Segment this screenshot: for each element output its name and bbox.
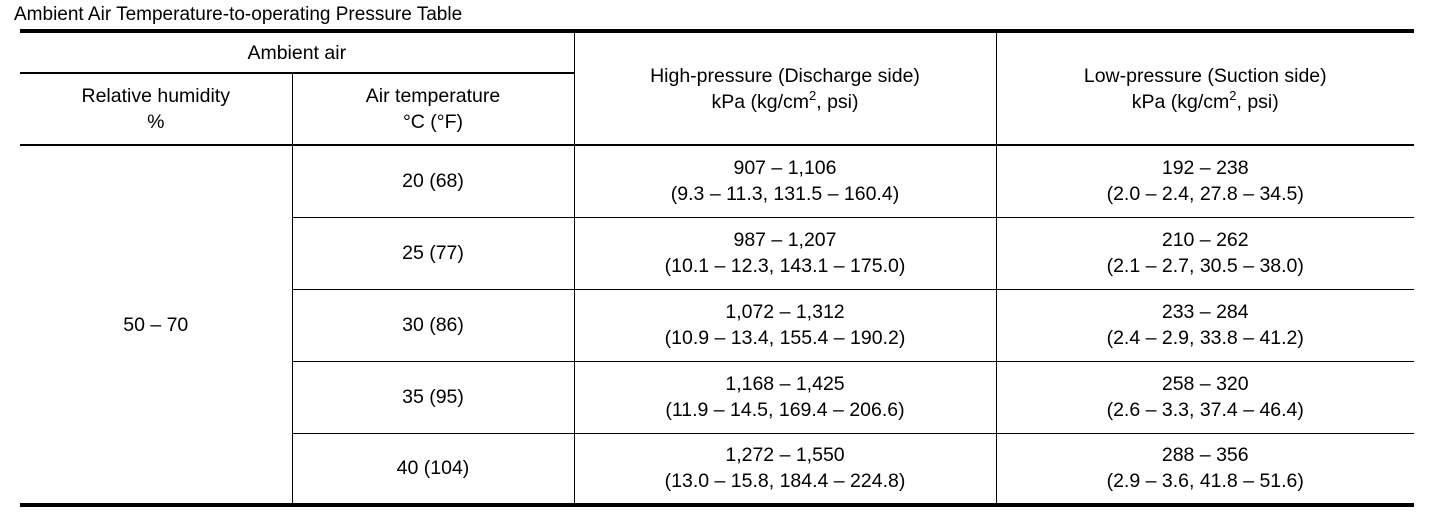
temperature-cell: 40 (104) xyxy=(291,432,574,507)
low-pressure-cell: 258 – 320 (2.6 – 3.3, 37.4 – 46.4) xyxy=(995,360,1414,433)
low-pressure-cell: 192 – 238 (2.0 – 2.4, 27.8 – 34.5) xyxy=(995,145,1414,217)
table-body: Ambient air High-pressure (Discharge sid… xyxy=(20,29,1414,507)
header-text: Ambient air xyxy=(247,41,347,64)
header-text: Low-pressure (Suction side) xyxy=(1083,64,1327,87)
header-cell: High-pressure (Discharge side) kPa (kg/c… xyxy=(573,29,996,146)
data-row: 40 (104) 1,272 – 1,550 (13.0 – 15.8, 184.4… xyxy=(20,432,1414,507)
header-cell: Low-pressure (Suction side) kPa (kg/cm2,… xyxy=(995,29,1415,146)
high-pressure-cell: 1,272 – 1,550 (13.0 – 15.8, 184.4 – 224.8… xyxy=(573,432,996,507)
data-row: 25 (77) 987 – 1,207 (10.1 – 12.3, 143.1 – … xyxy=(20,216,1414,289)
cell-text: 1,168 – 1,425 xyxy=(725,373,845,395)
cell-text: 907 – 1,106 xyxy=(733,157,837,180)
unit-text: kPa (kg/cm xyxy=(711,90,810,113)
group-header: Ambient air xyxy=(20,29,574,74)
cell-text: (2.0 – 2.4, 27.8 – 34.5) xyxy=(1106,183,1304,206)
header-text: Relative humidity xyxy=(81,85,230,107)
cell-text: 1,072 – 1,312 xyxy=(725,301,845,323)
temperature-cell: 35 (95) xyxy=(291,360,574,433)
header-text: High-pressure (Discharge side) xyxy=(650,64,920,87)
cell-text: 1,272 – 1,550 xyxy=(725,444,845,467)
humidity-cell: 50 – 70 xyxy=(20,145,292,507)
cell-text: 40 (104) xyxy=(396,457,470,480)
cell-text: 30 (86) xyxy=(402,314,464,336)
cell-text: (2.6 – 3.3, 37.4 – 46.4) xyxy=(1106,399,1304,421)
header-cell: Air temperature °C (°F) xyxy=(291,73,574,146)
unit-text: , psi) xyxy=(816,90,859,113)
unit-text: , psi) xyxy=(1236,90,1279,113)
unit-superscript: 2 xyxy=(1229,87,1237,103)
cell-text: 50 – 70 xyxy=(123,313,189,336)
cell-text: 192 – 238 xyxy=(1161,157,1249,180)
temperature-cell: 25 (77) xyxy=(291,216,574,289)
high-pressure-cell: 907 – 1,106 (9.3 – 11.3, 131.5 – 160.4) xyxy=(573,145,996,217)
unit-text: kPa (kg/cm xyxy=(1131,90,1230,113)
cell-text: (13.0 – 15.8, 184.4 – 224.8) xyxy=(664,470,906,493)
data-row: 50 – 70 20 (68) 907 – 1,106 (9.3 – 11.3, 13… xyxy=(20,145,1414,507)
cell-text: 210 – 262 xyxy=(1161,229,1249,251)
header-row: Relative humidity% Air temperature °C (°F… xyxy=(20,73,1414,146)
pressure-table: Ambient air High-pressure (Discharge sid… xyxy=(20,29,1414,507)
header-text: °C (°F) xyxy=(403,111,463,133)
header-unit: kPa (kg/cm2, psi) xyxy=(997,89,1415,115)
data-row: 30 (86) 1,072 – 1,312 (10.9 – 13.4, 155.4 … xyxy=(20,288,1414,361)
cell-text: 25 (77) xyxy=(402,242,464,264)
header-text: Air temperature xyxy=(365,85,501,107)
cell-text: (11.9 – 14.5, 169.4 – 206.6) xyxy=(665,399,905,421)
cell-text: 233 – 284 xyxy=(1161,301,1249,323)
cell-text: 987 – 1,207 xyxy=(733,229,837,251)
cell-text: (9.3 – 11.3, 131.5 – 160.4) xyxy=(670,183,900,206)
data-row: 35 (95) 1,168 – 1,425 (11.9 – 14.5, 169.4 … xyxy=(20,360,1414,433)
header-cell: Relative humidity% xyxy=(20,73,292,146)
cell-text: 258 – 320 xyxy=(1161,373,1249,395)
cell-text: 288 – 356 xyxy=(1161,444,1249,467)
header-text: % xyxy=(147,111,165,133)
cell-text: (10.1 – 12.3, 143.1 – 175.0) xyxy=(664,255,906,277)
temperature-cell: 20 (68) xyxy=(291,145,574,217)
low-pressure-cell: 233 – 284 (2.4 – 2.9, 33.8 – 41.2) xyxy=(995,288,1414,361)
low-pressure-cell: 210 – 262 (2.1 – 2.7, 30.5 – 38.0) xyxy=(995,216,1414,289)
header-row: Ambient air High-pressure (Discharge sid… xyxy=(20,29,1414,146)
high-pressure-cell: 987 – 1,207 (10.1 – 12.3, 143.1 – 175.0) xyxy=(573,216,996,289)
temperature-cell: 30 (86) xyxy=(291,288,574,361)
cell-text: (2.1 – 2.7, 30.5 – 38.0) xyxy=(1106,255,1304,277)
unit-superscript: 2 xyxy=(809,87,817,103)
low-pressure-cell: 288 – 356 (2.9 – 3.6, 41.8 – 51.6) xyxy=(995,432,1414,507)
high-pressure-cell: 1,072 – 1,312 (10.9 – 13.4, 155.4 – 190.2… xyxy=(573,288,996,361)
table-title: Ambient Air Temperature-to-operating Pre… xyxy=(14,4,463,25)
cell-text: 35 (95) xyxy=(402,386,464,408)
high-pressure-cell: 1,168 – 1,425 (11.9 – 14.5, 169.4 – 206.6… xyxy=(573,360,996,433)
cell-text: 20 (68) xyxy=(402,170,464,193)
header-unit: kPa (kg/cm2, psi) xyxy=(575,89,996,115)
cell-text: (2.9 – 3.6, 41.8 – 51.6) xyxy=(1106,470,1304,493)
cell-text: (2.4 – 2.9, 33.8 – 41.2) xyxy=(1106,327,1304,349)
cell-text: (10.9 – 13.4, 155.4 – 190.2) xyxy=(664,327,906,349)
